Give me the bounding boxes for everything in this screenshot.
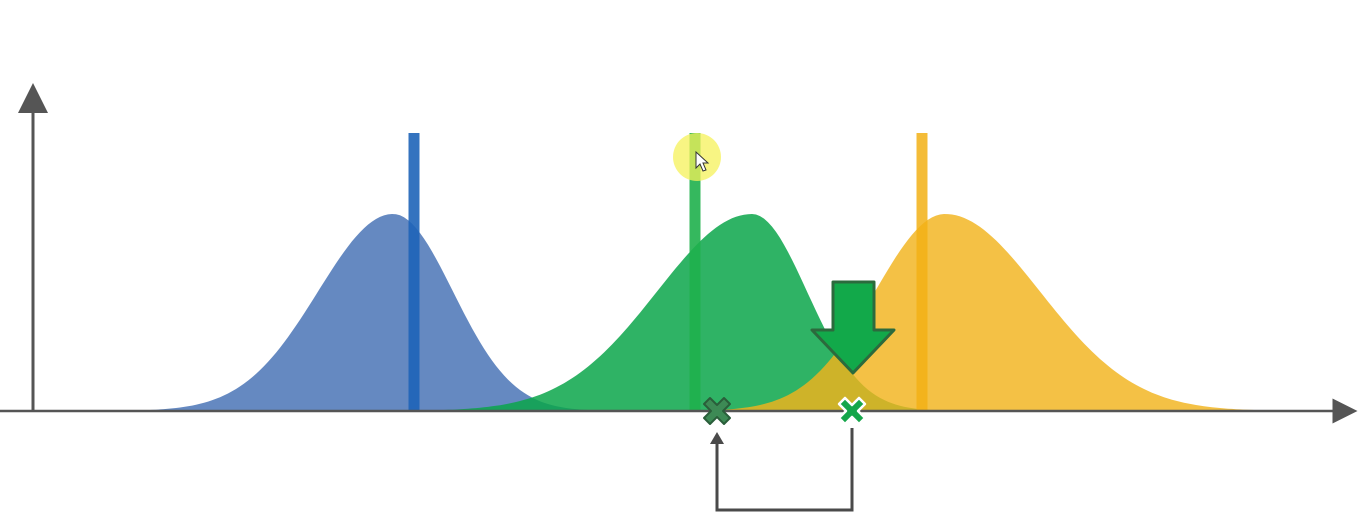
x-marker-icon <box>703 397 731 425</box>
green-mean-bar <box>689 133 701 412</box>
yellow-mean-bar <box>916 133 928 412</box>
yellow-distribution-curve <box>0 214 1345 411</box>
green-distribution-curve <box>0 214 1345 411</box>
blue-mean-bar <box>408 133 420 412</box>
down-arrow-icon <box>810 280 896 375</box>
cursor-icon <box>673 133 721 181</box>
swap-connector <box>715 428 854 512</box>
connector-arrowhead <box>710 432 724 444</box>
x-marker-icon <box>837 396 867 426</box>
blue-distribution-curve <box>0 214 1345 411</box>
